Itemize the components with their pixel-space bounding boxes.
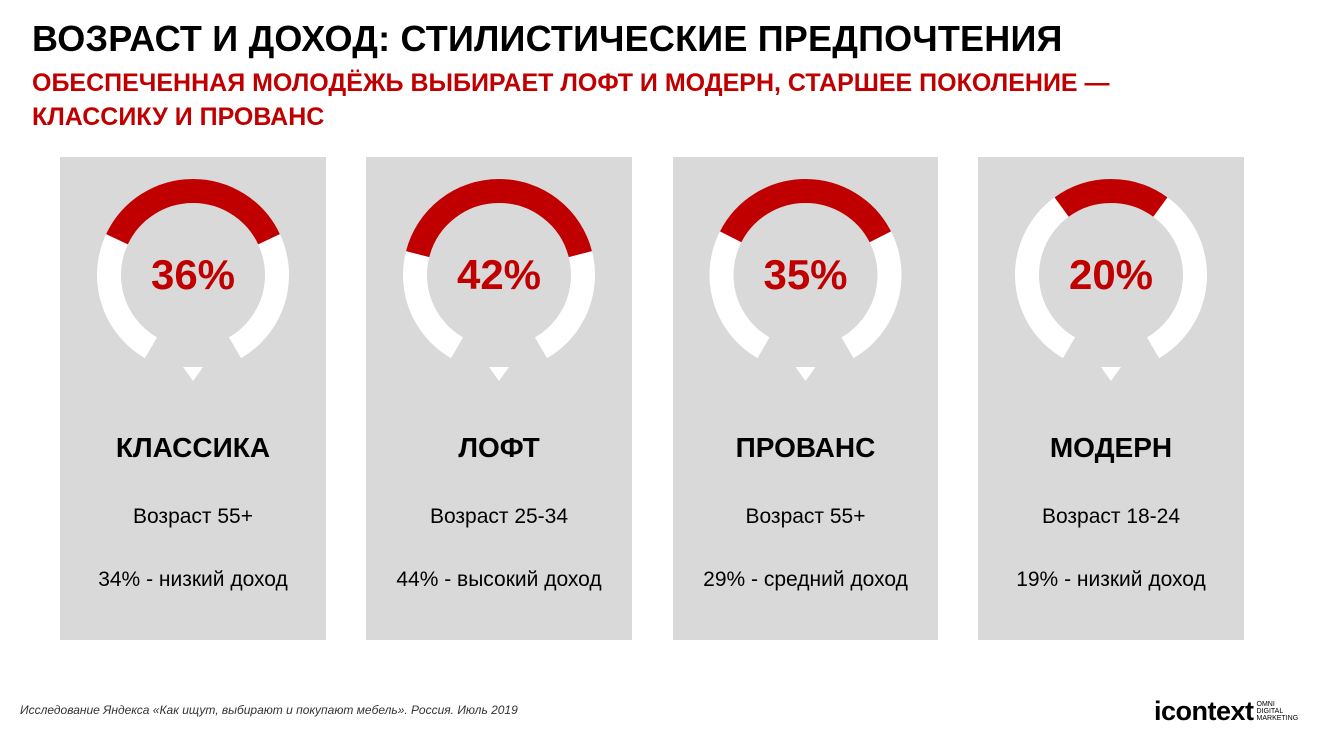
style-card-loft: 42% ЛОФТ Возраст 25-34 44% - высокий дох… [366, 157, 632, 640]
income-share: 29% - средний доход [703, 568, 908, 591]
icontext-logo: icontext OMNI DIGITAL MARKETING [1154, 693, 1299, 729]
donut-value-arc [719, 179, 892, 243]
style-name: КЛАССИКА [115, 432, 271, 463]
logo-tagline: OMNI DIGITAL MARKETING [1256, 700, 1299, 722]
donut-chart: 35% [709, 179, 902, 381]
age-group: Возраст 55+ [132, 505, 253, 528]
donut-pointer [489, 367, 509, 381]
donut-value-label: 36% [151, 251, 235, 298]
donut-chart: 36% [97, 179, 289, 381]
style-name: ПРОВАНС [735, 432, 876, 463]
donut-value-arc [1054, 179, 1168, 217]
income-share: 19% - низкий доход [1016, 568, 1206, 591]
age-group: Возраст 25-34 [429, 505, 569, 528]
donut-inner [1039, 203, 1183, 347]
donut-value-arc [106, 179, 280, 245]
source-footnote: Исследование Яндекса «Как ищут, выбирают… [20, 703, 518, 717]
income-share: 44% - высокий доход [396, 568, 602, 591]
donut-inner [427, 203, 571, 347]
donut-value-label: 35% [763, 251, 847, 298]
donut-pointer [183, 367, 203, 381]
page-subtitle: ОБЕСПЕЧЕННАЯ МОЛОДЁЖЬ ВЫБИРАЕТ ЛОФТ И МО… [32, 69, 1110, 131]
donut-inner [734, 203, 877, 347]
logo-wordmark: icontext [1154, 695, 1254, 726]
donut-pointer [1101, 367, 1121, 381]
age-group: Возраст 18-24 [1041, 505, 1181, 528]
donut-inner [121, 203, 265, 347]
donut-pointer [795, 367, 816, 381]
style-card-classic: 36% КЛАССИКА Возраст 55+ 34% - низкий до… [60, 157, 326, 640]
income-share: 34% - низкий доход [98, 568, 288, 591]
donut-value-arc [406, 179, 592, 258]
page-title: ВОЗРАСТ И ДОХОД: СТИЛИСТИЧЕСКИЕ ПРЕДПОЧТ… [32, 18, 1063, 59]
style-card-modern: 20% МОДЕРН Возраст 18-24 19% - низкий до… [978, 157, 1244, 640]
style-name: ЛОФТ [458, 432, 540, 463]
age-group: Возраст 55+ [745, 505, 866, 528]
style-card-provence: 35% ПРОВАНС Возраст 55+ 29% - средний до… [673, 157, 938, 640]
donut-chart: 20% [1015, 179, 1207, 381]
donut-value-label: 42% [457, 251, 541, 298]
donut-value-label: 20% [1069, 251, 1153, 298]
style-name: МОДЕРН [1049, 432, 1173, 463]
donut-chart: 42% [403, 179, 595, 381]
